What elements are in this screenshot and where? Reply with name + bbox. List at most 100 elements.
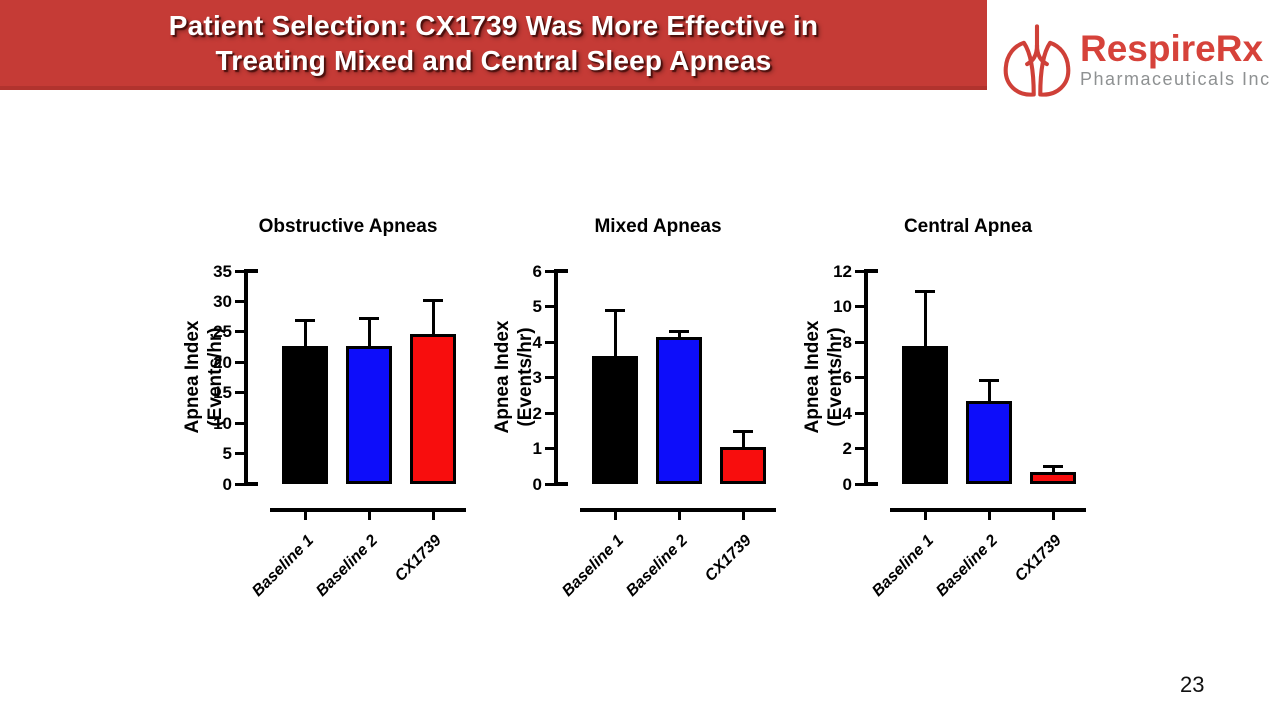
x-tick <box>923 512 927 520</box>
error-bar-cap <box>669 330 689 334</box>
x-category-label: CX1739 <box>392 532 446 585</box>
y-axis-bottom-stub <box>248 482 258 486</box>
error-bar-cap <box>295 318 315 322</box>
x-category-label: CX1739 <box>702 532 756 585</box>
x-category-label: Baseline 2 <box>623 532 692 600</box>
logo-subtitle: Pharmaceuticals Inc <box>1080 69 1271 89</box>
y-tick-label: 6 <box>842 368 852 387</box>
y-tick-label: 8 <box>842 332 852 352</box>
error-bar-line <box>431 299 435 337</box>
y-axis-bottom-stub <box>868 482 878 486</box>
y-tick-label: 12 <box>833 261 852 281</box>
x-tick <box>367 512 371 520</box>
y-tick <box>235 330 244 334</box>
x-tick <box>677 512 681 520</box>
title-banner: Patient Selection: CX1739 Was More Effec… <box>0 0 987 90</box>
error-bar-line <box>741 430 745 449</box>
y-tick-label: 20 <box>213 352 232 372</box>
error-bar-line <box>303 319 307 348</box>
bar-baseline-1 <box>902 345 948 484</box>
x-category-label: Baseline 1 <box>559 532 628 600</box>
chart-obstructive-apneas: Obstructive Apneas Apnea Index (Events/hr)… <box>168 214 488 614</box>
y-tick <box>855 305 864 308</box>
error-bar-line <box>1051 466 1055 474</box>
x-category-label: CX1739 <box>1012 532 1066 585</box>
y-tick <box>545 482 554 486</box>
slide-title: Patient Selection: CX1739 Was More Effec… <box>169 8 818 78</box>
y-axis-top-stub <box>558 269 568 273</box>
bar-baseline-1 <box>282 345 328 484</box>
chart-central-apnea: Central Apnea Apnea Index (Events/hr) 0 2 4 6 8… <box>788 214 1108 614</box>
y-tick <box>235 360 244 364</box>
x-tick <box>303 512 307 520</box>
x-tick <box>987 512 991 520</box>
y-tick-label: 30 <box>213 291 232 311</box>
bar-baseline-2 <box>656 336 702 484</box>
lungs-icon <box>1003 24 1071 97</box>
y-tick-label: 0 <box>842 474 852 494</box>
x-tick <box>741 512 745 520</box>
y-tick-label: 4 <box>532 332 542 352</box>
x-axis <box>270 508 466 512</box>
y-tick-label: 5 <box>222 444 232 464</box>
y-tick-label: 0 <box>532 474 542 494</box>
error-bar-cap <box>1043 465 1063 469</box>
y-tick <box>235 391 244 395</box>
error-bar-cap <box>979 379 999 383</box>
y-tick-label: 6 <box>532 261 542 281</box>
y-tick <box>545 305 554 308</box>
bar-cx1739 <box>1030 471 1076 484</box>
error-bar-cap <box>423 298 443 302</box>
bar-cx1739 <box>720 446 766 484</box>
error-bar-cap <box>359 317 379 321</box>
y-tick <box>545 411 554 415</box>
x-category-label: Baseline 1 <box>249 532 318 600</box>
x-category-label: Baseline 2 <box>313 532 382 600</box>
y-tick-label: 10 <box>213 413 232 433</box>
chart-title: Mixed Apneas <box>594 216 722 237</box>
y-tick <box>855 376 864 379</box>
error-bar-cap <box>605 309 625 313</box>
y-tick-label: 1 <box>532 439 542 458</box>
x-tick <box>1051 512 1055 520</box>
error-bar-line <box>367 318 371 349</box>
y-tick <box>855 340 864 344</box>
y-tick <box>545 447 554 450</box>
y-axis <box>554 269 558 486</box>
x-tick <box>431 512 435 520</box>
slide-title-line2: Treating Mixed and Central Sleep Apneas <box>215 45 772 76</box>
error-bar-line <box>987 380 991 404</box>
y-tick-label: 35 <box>213 261 232 281</box>
x-axis <box>580 508 776 512</box>
y-tick <box>235 269 244 273</box>
error-bar-cap <box>733 429 753 433</box>
chart-title: Obstructive Apneas <box>258 216 438 237</box>
y-tick-label: 0 <box>222 474 232 494</box>
y-axis-bottom-stub <box>558 482 568 486</box>
y-tick-label: 15 <box>213 383 232 403</box>
x-category-label: Baseline 2 <box>933 532 1002 600</box>
bar-baseline-2 <box>966 401 1012 484</box>
y-tick <box>545 376 554 379</box>
y-tick <box>545 269 554 273</box>
bar-baseline-1 <box>592 356 638 484</box>
y-tick-label: 10 <box>833 297 852 316</box>
error-bar-line <box>923 290 927 348</box>
chart-mixed-apneas: Mixed Apneas Apnea Index (Events/hr) 0 1 2 3 4 5… <box>478 214 798 614</box>
y-axis <box>244 269 248 486</box>
y-tick-label: 2 <box>842 439 852 458</box>
y-tick <box>235 421 244 425</box>
y-tick <box>855 447 864 450</box>
slide-title-line1: Patient Selection: CX1739 Was More Effec… <box>168 10 819 41</box>
chart-title: Central Apnea <box>903 216 1033 237</box>
x-category-label: Baseline 1 <box>869 532 938 600</box>
y-tick-label: 2 <box>532 403 542 423</box>
logo-text: RespireRx Pharmaceuticals Inc <box>1080 30 1271 90</box>
company-logo: RespireRx Pharmaceuticals Inc <box>996 18 1278 102</box>
logo-company-name: RespireRx <box>1080 28 1264 69</box>
y-tick-label: 4 <box>842 403 852 423</box>
y-tick <box>855 269 864 273</box>
y-tick-label: 5 <box>532 297 542 316</box>
y-axis-top-stub <box>868 269 878 273</box>
